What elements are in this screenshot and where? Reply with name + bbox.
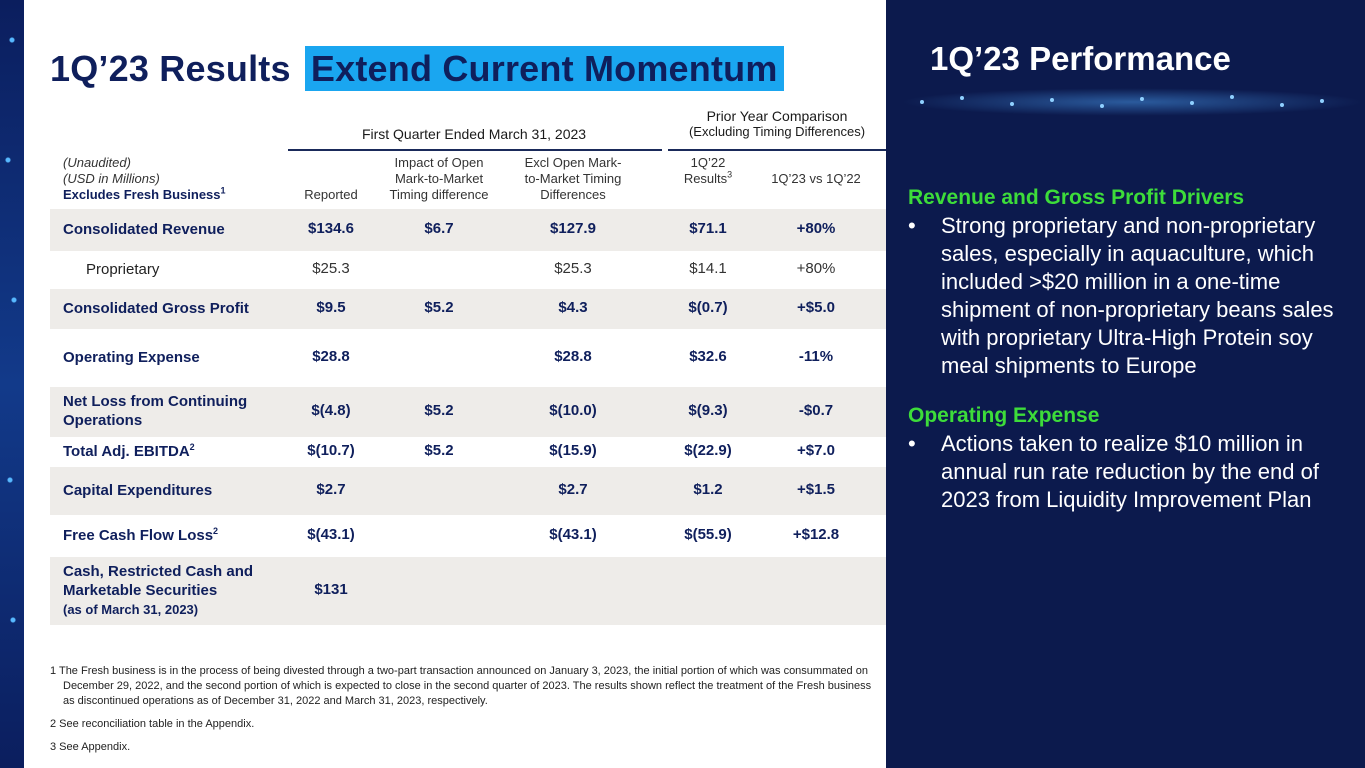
bullet-text: Strong proprietary and non-proprietary s…	[941, 213, 1334, 378]
cell-reported: $(43.1)	[307, 526, 355, 543]
footnote-2: 2 See reconciliation table in the Append…	[50, 718, 255, 730]
bullet-icon: •	[908, 213, 916, 238]
group-header-rule	[288, 149, 662, 151]
col-header-reported: Reported	[304, 187, 358, 202]
operating-expense-section: Operating Expense • Actions taken to rea…	[908, 404, 1358, 514]
row-label: Net Loss from Continuing Operations	[63, 393, 248, 429]
cell-1q22: $(55.9)	[684, 526, 732, 543]
row-label: Free Cash Flow Loss2	[63, 526, 219, 545]
col-header-1q22: 1Q’22 Results3	[683, 155, 733, 186]
cell-excl: $28.8	[554, 348, 592, 365]
cell-vs: +80%	[796, 220, 836, 237]
title-highlight: Extend Current Momentum	[304, 46, 784, 91]
cell-1q22: $1.2	[693, 481, 723, 498]
group-header-rule	[668, 149, 886, 151]
cell-impact: $6.7	[424, 220, 454, 237]
cell-vs: -$0.7	[798, 402, 834, 419]
meta-units: (USD in Millions)	[63, 171, 160, 186]
bullet-icon: •	[908, 431, 916, 456]
decorative-left-strip	[0, 0, 24, 768]
table-row: Capital Expenditures $2.7 $2.7 $1.2 +$1.…	[50, 467, 886, 515]
group-header-first-quarter: First Quarter Ended March 31, 2023	[361, 126, 587, 142]
bullet-item: • Actions taken to realize $10 million i…	[908, 430, 1358, 514]
cell-vs: +$5.0	[797, 299, 835, 316]
footnote-3: 3 See Appendix.	[50, 741, 131, 753]
results-panel	[24, 0, 886, 768]
col-header-excl: Excl Open Mark-to-Market Timing Differenc…	[524, 155, 622, 202]
section-heading: Revenue and Gross Profit Drivers	[908, 186, 1245, 209]
cell-vs: +$7.0	[797, 442, 835, 459]
cell-reported: $2.7	[316, 481, 346, 498]
footnote-1: 1 The Fresh business is in the process o…	[50, 665, 872, 707]
performance-title: 1Q’23 Performance	[930, 40, 1231, 77]
cell-reported: $25.3	[312, 260, 350, 277]
prior-year-line1: Prior Year Comparison	[706, 108, 848, 124]
cell-1q22: $71.1	[689, 220, 727, 237]
page-title: 1Q’23 Results Extend Current Momentum	[50, 46, 784, 100]
cell-excl: $2.7	[558, 481, 588, 498]
table-row: Operating Expense $28.8 $28.8 $32.6 -11%	[50, 329, 886, 387]
table-row: Consolidated Revenue $134.6 $6.7 $127.9 …	[50, 209, 886, 251]
prior-year-line2: (Excluding Timing Differences)	[688, 124, 866, 139]
cell-reported: $(4.8)	[311, 402, 351, 419]
cell-excl: $(10.0)	[549, 402, 597, 419]
col-header-impact: Impact of Open Mark-to-Market Timing diffe…	[389, 155, 489, 202]
bullet-text: Actions taken to realize $10 million in …	[941, 431, 1319, 512]
cell-impact: $5.2	[424, 402, 454, 419]
cell-impact: $5.2	[424, 299, 454, 316]
cell-1q22: $32.6	[689, 348, 727, 365]
row-label: Consolidated Revenue	[63, 221, 225, 238]
table-row: Proprietary $25.3 $25.3 $14.1 +80%	[50, 251, 886, 289]
cell-excl: $(43.1)	[549, 526, 597, 543]
footnotes: 1 The Fresh business is in the process o…	[50, 664, 884, 763]
table-row: Total Adj. EBITDA2 $(10.7) $5.2 $(15.9) …	[50, 437, 886, 467]
decorative-light-dots	[900, 88, 1365, 116]
title-part1: 1Q’23 Results	[50, 48, 291, 89]
cell-excl: $4.3	[558, 299, 588, 316]
group-header-prior-year: Prior Year Comparison (Excluding Timing …	[668, 108, 886, 139]
cell-1q22: $(22.9)	[684, 442, 732, 459]
cell-excl: $(15.9)	[549, 442, 597, 459]
cell-vs: +$12.8	[792, 526, 840, 543]
revenue-drivers-section: Revenue and Gross Profit Drivers • Stron…	[908, 186, 1358, 380]
cell-reported: $(10.7)	[307, 442, 355, 459]
table-row: Net Loss from Continuing Operations $(4.8…	[50, 387, 886, 437]
row-label: Consolidated Gross Profit	[63, 300, 249, 317]
table-row: Free Cash Flow Loss2 $(43.1) $(43.1) $(5…	[50, 515, 886, 557]
cell-1q22: $(9.3)	[688, 402, 728, 419]
cell-vs: +80%	[796, 260, 836, 277]
cell-reported: $131	[314, 581, 348, 598]
bullet-item: • Strong proprietary and non-proprietary…	[908, 212, 1358, 380]
cell-reported: $28.8	[312, 348, 350, 365]
table-meta-header: (Unaudited) (USD in Millions) Excludes F…	[63, 155, 283, 203]
meta-excludes: Excludes Fresh Business1	[63, 185, 226, 202]
cell-vs: -11%	[798, 348, 834, 365]
cell-excl: $25.3	[554, 260, 592, 277]
cell-1q22: $14.1	[689, 260, 727, 277]
row-label: Proprietary	[86, 261, 160, 278]
cell-reported: $134.6	[308, 220, 354, 237]
table-row: Consolidated Gross Profit $9.5 $5.2 $4.3…	[50, 289, 886, 329]
row-label: Operating Expense	[63, 349, 200, 366]
table-row: Cash, Restricted Cash and Marketable Sec…	[50, 557, 886, 625]
cell-1q22: $(0.7)	[688, 299, 728, 316]
cell-excl: $127.9	[550, 220, 596, 237]
row-label: Total Adj. EBITDA2	[63, 442, 195, 461]
cell-vs: +$1.5	[797, 481, 835, 498]
meta-unaudited: (Unaudited)	[63, 155, 131, 170]
col-header-vs: 1Q’23 vs 1Q’22	[771, 171, 861, 186]
cell-reported: $9.5	[316, 299, 346, 316]
row-label: Capital Expenditures	[63, 482, 213, 499]
cell-impact: $5.2	[424, 442, 454, 459]
section-heading: Operating Expense	[908, 404, 1100, 427]
row-label: Cash, Restricted Cash and Marketable Sec…	[63, 563, 254, 617]
